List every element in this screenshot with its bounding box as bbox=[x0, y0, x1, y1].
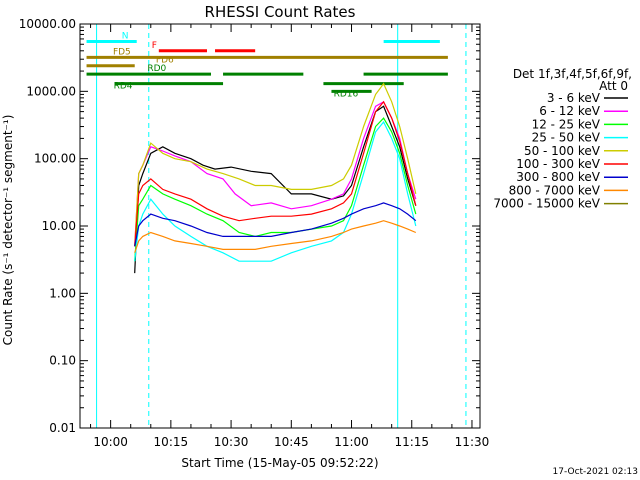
legend-entry-label: 800 - 7000 keV bbox=[509, 183, 601, 197]
legend-entry-label: 25 - 50 keV bbox=[532, 131, 601, 145]
x-tick-label: 10:45 bbox=[274, 435, 309, 449]
y-axis-label: Count Rate (s⁻¹ detector⁻¹ segment⁻¹) bbox=[1, 115, 15, 346]
series-line bbox=[134, 100, 417, 247]
footer-date: 17-Oct-2021 02:13 bbox=[553, 467, 638, 477]
state-bar-label: FD5 bbox=[113, 47, 131, 57]
y-tick-label: 1000.00 bbox=[26, 84, 76, 98]
x-tick-label: 11:15 bbox=[394, 435, 429, 449]
x-tick-label: 10:15 bbox=[154, 435, 189, 449]
y-tick-label: 10000.00 bbox=[19, 17, 76, 31]
series-line bbox=[134, 117, 417, 262]
legend-entry-label: 3 - 6 keV bbox=[547, 91, 601, 105]
legend-entry-label: 100 - 300 keV bbox=[516, 157, 600, 171]
state-bar-label: RD4 bbox=[114, 82, 133, 92]
state-bar-label: N bbox=[122, 31, 129, 41]
legend-entry-label: 7000 - 15000 keV bbox=[493, 197, 600, 211]
plot-area: 10000.00 1000.00 100.00 10.00 1.00 0.10 0.01 10… bbox=[19, 17, 490, 449]
x-axis-label: Start Time (15-May-05 09:52:22) bbox=[181, 456, 378, 470]
x-tick-label: 10:00 bbox=[93, 435, 128, 449]
legend-entry-label: 12 - 25 keV bbox=[532, 117, 601, 131]
x-tick-label: 11:30 bbox=[455, 435, 490, 449]
y-tick-label: 1.00 bbox=[49, 286, 76, 300]
series-line bbox=[134, 82, 417, 247]
x-tick-label: 11:00 bbox=[334, 435, 369, 449]
legend-entry-label: 300 - 800 keV bbox=[516, 170, 600, 184]
y-tick-label: 0.10 bbox=[49, 354, 76, 368]
legend-entry-label: 6 - 12 keV bbox=[539, 104, 601, 118]
series-line bbox=[134, 220, 417, 253]
legend-entry-label: 50 - 100 keV bbox=[524, 144, 601, 158]
state-bar-label: RD0 bbox=[147, 64, 166, 74]
state-bar-label: RD16 bbox=[334, 89, 359, 99]
x-tick-label: 10:30 bbox=[214, 435, 249, 449]
y-tick-label: 0.01 bbox=[49, 421, 76, 435]
y-tick-label: 100.00 bbox=[34, 152, 76, 166]
series-line bbox=[134, 105, 417, 274]
series-line bbox=[134, 202, 417, 247]
y-tick-label: 10.00 bbox=[42, 219, 76, 233]
plot-frame bbox=[79, 23, 481, 429]
chart-title: RHESSI Count Rates bbox=[205, 3, 356, 21]
legend-subtitle: Att 0 bbox=[599, 79, 628, 93]
state-bar-label: F bbox=[152, 41, 157, 51]
series-line bbox=[134, 120, 417, 262]
state-bar-label: FD6 bbox=[156, 56, 174, 66]
legend-title: Det 1f,3f,4f,5f,6f,9f, bbox=[513, 67, 632, 81]
